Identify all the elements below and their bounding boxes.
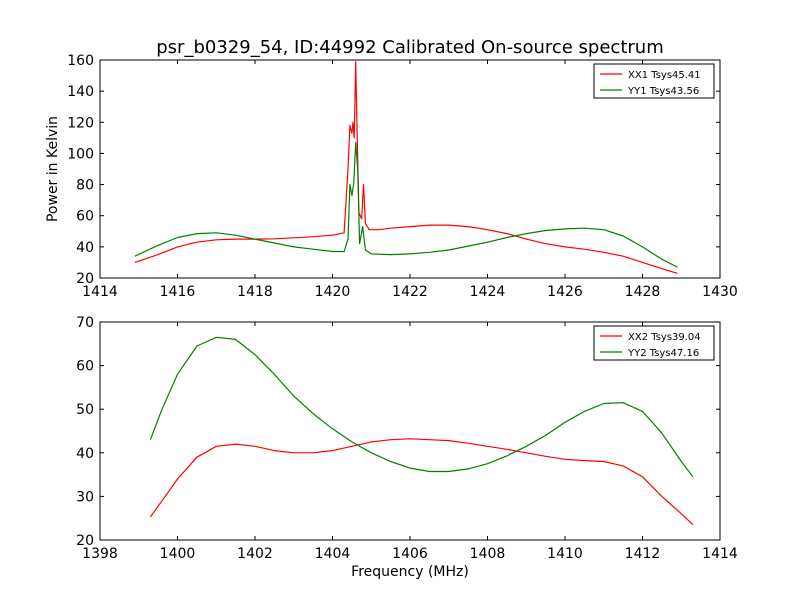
bottom-series-layer xyxy=(149,336,694,526)
top-legend: XX1 Tsys45.41 YY1 Tsys43.56 xyxy=(593,63,715,99)
chart-title: psr_b0329_54, ID:44992 Calibrated On-sou… xyxy=(156,37,663,58)
bottom-y-tick-label: 30 xyxy=(76,489,94,505)
top-legend-box xyxy=(593,63,715,99)
bottom-panel: Frequency (MHz) 1398 1400 1402 1404 1406 1408… xyxy=(76,315,738,580)
top-series-line-2 xyxy=(134,141,678,268)
top-x-tick-label: 1426 xyxy=(547,284,583,300)
top-series-layer xyxy=(134,61,678,274)
top-ticks: 1414 1416 1418 1420 1422 1424 1426 1428 1430 20 40… xyxy=(67,53,738,300)
bottom-x-tick-label: 1406 xyxy=(392,546,428,562)
top-y-tick-label: 80 xyxy=(76,178,94,194)
top-x-tick-label: 1422 xyxy=(392,284,428,300)
bottom-x-tick-label: 1400 xyxy=(160,546,196,562)
top-x-tick-label: 1418 xyxy=(237,284,273,300)
bottom-legend-box xyxy=(593,325,715,361)
bottom-series-line-1 xyxy=(149,438,694,526)
bottom-x-tick-label: 1402 xyxy=(237,546,273,562)
bottom-y-tick-label: 70 xyxy=(76,315,94,331)
bottom-y-tick-label: 50 xyxy=(76,402,94,418)
top-y-tick-label: 160 xyxy=(67,53,94,69)
bottom-series-line-2 xyxy=(149,336,694,478)
bottom-x-axis-label: Frequency (MHz) xyxy=(351,564,469,580)
top-legend-label-1: XX1 Tsys45.41 xyxy=(628,70,701,81)
bottom-legend-label-1: XX2 Tsys39.04 xyxy=(628,332,701,343)
bottom-x-tick-label: 1398 xyxy=(82,546,118,562)
top-y-tick-label: 40 xyxy=(76,240,94,256)
top-y-tick-label: 100 xyxy=(67,146,94,162)
top-y-tick-label: 60 xyxy=(76,209,94,225)
bottom-y-tick-label: 60 xyxy=(76,359,94,375)
top-x-tick-label: 1430 xyxy=(702,284,738,300)
top-x-tick-label: 1428 xyxy=(625,284,661,300)
top-y-tick-label: 120 xyxy=(67,115,94,131)
bottom-x-tick-label: 1408 xyxy=(470,546,506,562)
top-series-line-1 xyxy=(134,61,678,274)
top-x-tick-label: 1424 xyxy=(470,284,506,300)
bottom-x-tick-label: 1410 xyxy=(547,546,583,562)
bottom-x-tick-label: 1412 xyxy=(625,546,661,562)
bottom-y-tick-label: 20 xyxy=(76,533,94,549)
bottom-x-tick-label: 1404 xyxy=(315,546,351,562)
top-y-tick-label: 140 xyxy=(67,84,94,100)
top-y-axis-label: Power in Kelvin xyxy=(45,116,61,222)
top-y-tick-label: 20 xyxy=(76,271,94,287)
bottom-x-tick-label: 1414 xyxy=(702,546,738,562)
top-x-tick-label: 1414 xyxy=(82,284,118,300)
bottom-legend-label-2: YY2 Tsys47.16 xyxy=(627,348,699,359)
top-legend-label-2: YY1 Tsys43.56 xyxy=(627,86,699,97)
top-x-tick-label: 1420 xyxy=(315,284,351,300)
bottom-ticks: 1398 1400 1402 1404 1406 1408 1410 1412 1414 20 30… xyxy=(76,315,738,562)
top-x-tick-label: 1416 xyxy=(160,284,196,300)
bottom-legend: XX2 Tsys39.04 YY2 Tsys47.16 xyxy=(593,325,715,361)
top-panel: psr_b0329_54, ID:44992 Calibrated On-sou… xyxy=(45,37,738,300)
bottom-y-tick-label: 40 xyxy=(76,446,94,462)
